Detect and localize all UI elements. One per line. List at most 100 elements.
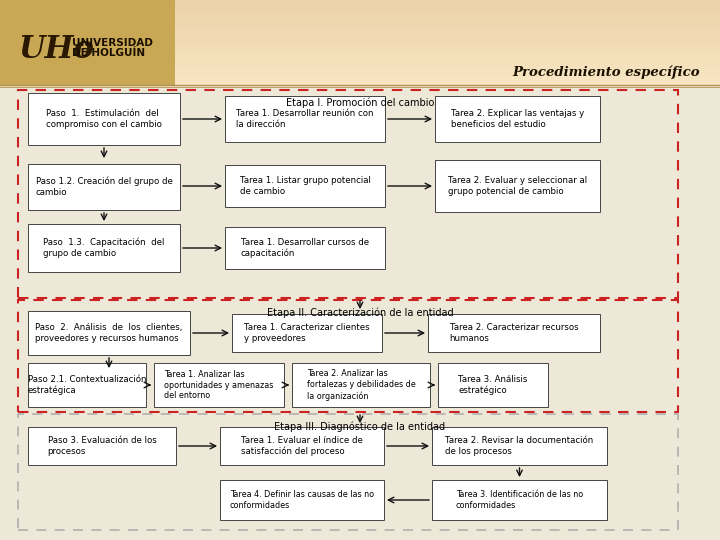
Bar <box>225 96 385 142</box>
Bar <box>0 2 720 4</box>
Text: Tarea 2. Evaluar y seleccionar al
grupo potencial de cambio: Tarea 2. Evaluar y seleccionar al grupo … <box>448 176 587 196</box>
Bar <box>435 160 600 212</box>
Text: Tarea 2. Explicar las ventajas y
beneficios del estudio: Tarea 2. Explicar las ventajas y benefic… <box>451 109 584 129</box>
Bar <box>0 46 720 48</box>
Bar <box>225 165 385 207</box>
Text: Paso  1.  Estimulación  del
compromiso con el cambio: Paso 1. Estimulación del compromiso con … <box>46 109 162 129</box>
Bar <box>0 56 720 58</box>
Bar <box>0 33 720 36</box>
Text: Etapa III. Diagnóstico de la entidad: Etapa III. Diagnóstico de la entidad <box>274 421 446 431</box>
Bar <box>0 12 720 14</box>
Bar <box>432 427 607 465</box>
Bar <box>0 25 720 27</box>
Bar <box>0 69 720 71</box>
Bar <box>28 311 190 355</box>
Bar <box>0 36 720 38</box>
Bar <box>0 40 720 43</box>
Bar <box>438 363 548 407</box>
Bar <box>0 65 720 66</box>
Text: Tarea 1. Analizar las
oportunidades y amenazas
del entorno: Tarea 1. Analizar las oportunidades y am… <box>164 370 274 400</box>
Bar <box>0 15 720 17</box>
Bar <box>0 83 720 85</box>
Bar <box>0 18 720 20</box>
Bar <box>154 363 284 407</box>
Bar <box>0 79 720 81</box>
Bar <box>0 53 720 55</box>
Text: Tarea 2. Analizar las
fortalezas y debilidades de
la organización: Tarea 2. Analizar las fortalezas y debil… <box>307 369 415 401</box>
Bar <box>0 49 720 51</box>
Bar <box>0 8 720 10</box>
Bar <box>0 60 720 62</box>
Bar <box>0 75 720 77</box>
Bar <box>220 480 384 520</box>
Text: Tarea 3. Análisis
estratégico: Tarea 3. Análisis estratégico <box>459 375 528 395</box>
Bar <box>28 427 176 465</box>
Bar <box>0 55 720 57</box>
Bar <box>0 31 720 32</box>
Bar <box>0 28 720 30</box>
Bar <box>0 43 720 45</box>
Text: Tarea 2. Revisar la documentación
de los procesos: Tarea 2. Revisar la documentación de los… <box>446 436 593 456</box>
Bar <box>0 0 720 2</box>
Text: Paso 1.2. Creación del grupo de
cambio: Paso 1.2. Creación del grupo de cambio <box>35 177 172 197</box>
Text: Paso 3. Evaluación de los
procesos: Paso 3. Evaluación de los procesos <box>48 436 156 456</box>
Bar <box>435 96 600 142</box>
Bar <box>0 73 720 75</box>
Bar <box>0 68 720 70</box>
Bar <box>0 17 720 18</box>
Bar <box>0 52 720 54</box>
Bar <box>432 480 607 520</box>
Bar <box>0 76 720 78</box>
Bar <box>0 26 720 28</box>
Text: Tarea 1. Listar grupo potencial
de cambio: Tarea 1. Listar grupo potencial de cambi… <box>240 176 370 196</box>
Bar <box>0 6 720 9</box>
Text: Paso  2.  Análisis  de  los  clientes,
proveedores y recursos humanos: Paso 2. Análisis de los clientes, provee… <box>35 323 183 343</box>
Bar <box>0 14 720 16</box>
Bar <box>0 82 720 84</box>
Bar <box>292 363 430 407</box>
Bar <box>0 32 720 34</box>
Text: Tarea 1. Desarrollar reunión con
la dirección: Tarea 1. Desarrollar reunión con la dire… <box>236 109 374 129</box>
Bar <box>0 66 720 68</box>
Bar <box>0 39 720 41</box>
Text: Tarea 1. Evaluar el índice de
satisfacción del proceso: Tarea 1. Evaluar el índice de satisfacci… <box>241 436 363 456</box>
Text: Paso 2.1. Contextualización
estratégica: Paso 2.1. Contextualización estratégica <box>28 375 146 395</box>
Bar <box>0 24 720 25</box>
Text: Etapa II. Caracterización de la entidad: Etapa II. Caracterización de la entidad <box>266 307 454 318</box>
Text: Tarea 2. Caracterizar recursos
humanos: Tarea 2. Caracterizar recursos humanos <box>450 323 578 343</box>
Bar <box>18 414 678 530</box>
Bar <box>0 9 720 11</box>
Bar <box>0 72 720 73</box>
Bar <box>0 1 720 3</box>
Bar <box>0 5 720 7</box>
Bar <box>28 224 180 272</box>
Text: Tarea 3. Identificación de las no
conformidades: Tarea 3. Identificación de las no confor… <box>456 490 583 510</box>
Text: Tarea 4. Definir las causas de las no
conformidades: Tarea 4. Definir las causas de las no co… <box>230 490 374 510</box>
Bar <box>28 93 180 145</box>
Bar <box>0 38 720 39</box>
Text: UNIVERSIDAD: UNIVERSIDAD <box>72 38 153 48</box>
Text: DE HOLGUÍN: DE HOLGUÍN <box>72 48 145 58</box>
Bar <box>0 51 720 52</box>
Bar <box>0 58 720 59</box>
Bar <box>0 4 720 5</box>
Bar <box>0 80 720 82</box>
Bar <box>0 21 720 23</box>
Bar <box>0 0 175 85</box>
Bar <box>0 11 720 13</box>
Bar <box>0 42 720 44</box>
Bar <box>0 22 720 24</box>
Bar <box>0 77 720 79</box>
Bar <box>225 227 385 269</box>
Text: Paso  1.3.  Capacitación  del
grupo de cambio: Paso 1.3. Capacitación del grupo de camb… <box>43 238 165 258</box>
Text: Tarea 1. Caracterizar clientes
y proveedores: Tarea 1. Caracterizar clientes y proveed… <box>244 323 370 343</box>
Bar <box>0 62 720 64</box>
Bar <box>18 90 678 298</box>
Bar <box>18 300 678 412</box>
Text: Etapa I. Promoción del cambio: Etapa I. Promoción del cambio <box>286 98 434 109</box>
Bar <box>0 48 720 50</box>
Bar <box>232 314 382 352</box>
Bar <box>28 363 146 407</box>
Bar <box>0 35 720 37</box>
Bar <box>0 63 720 65</box>
